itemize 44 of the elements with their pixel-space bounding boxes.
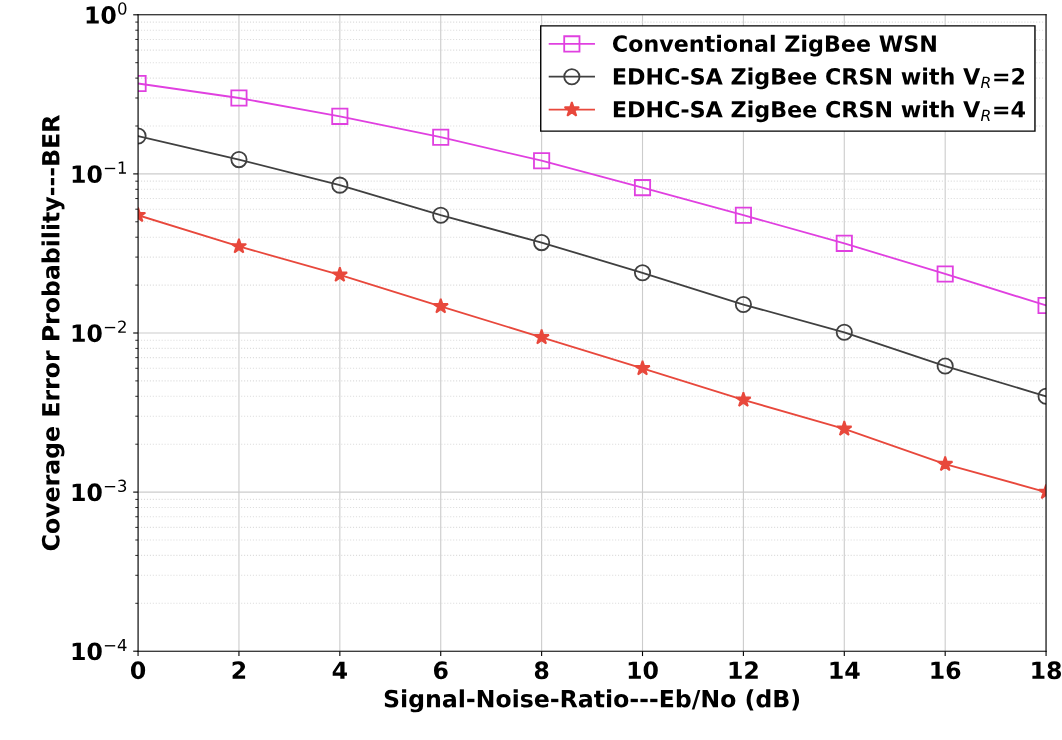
point: [937, 455, 954, 472]
point: [230, 237, 248, 254]
point: [432, 128, 450, 146]
x-tick-label: 4: [332, 661, 347, 679]
point: [533, 234, 551, 252]
point: [432, 297, 449, 314]
point: [936, 357, 954, 375]
point: [836, 420, 853, 436]
legend-label: EDHC-SA ZigBee CRSN with V$_{R}$=2: [613, 67, 1025, 90]
x-tick-label: 14: [830, 661, 860, 679]
point: [230, 89, 248, 107]
point: [734, 206, 752, 224]
x-tick-label: 8: [534, 661, 549, 680]
y-tick-label: 10$^{−2}$: [72, 320, 126, 343]
legend-label: EDHC-SA ZigBee CRSN with V$_{R}$=4: [613, 100, 1025, 123]
x-tick-label: 12: [729, 661, 758, 679]
x-tick-label: 18: [1032, 661, 1062, 680]
y-tick-label: 10$^{0}$: [86, 2, 127, 24]
y-tick-label: 10$^{−4}$: [72, 638, 127, 661]
point: [634, 359, 651, 376]
point: [735, 391, 752, 407]
x-tick-label: 10: [628, 661, 658, 680]
legend-label: Conventional ZigBee WSN: [612, 34, 936, 57]
point: [734, 295, 752, 314]
point: [331, 107, 349, 125]
point: [835, 234, 853, 252]
point: [533, 152, 551, 170]
x-tick-label: 0: [130, 661, 146, 680]
y-tick-label: 10$^{−1}$: [72, 161, 126, 184]
point: [331, 266, 349, 282]
point: [230, 151, 248, 169]
x-axis-title: Signal-Noise-Ratio---Eb/No (dB): [384, 689, 800, 713]
point: [835, 323, 853, 341]
y-axis-title: Coverage Error Probability---BER: [41, 115, 65, 551]
point: [432, 206, 450, 224]
x-tick-label: 6: [433, 661, 448, 680]
y-tick-label: 10$^{−3}$: [72, 479, 127, 502]
point: [533, 328, 550, 345]
x-tick-label: 16: [931, 661, 961, 680]
point: [633, 179, 652, 197]
point: [331, 176, 349, 194]
x-tick-label: 2: [232, 661, 246, 679]
point: [936, 265, 954, 283]
point: [633, 264, 652, 282]
